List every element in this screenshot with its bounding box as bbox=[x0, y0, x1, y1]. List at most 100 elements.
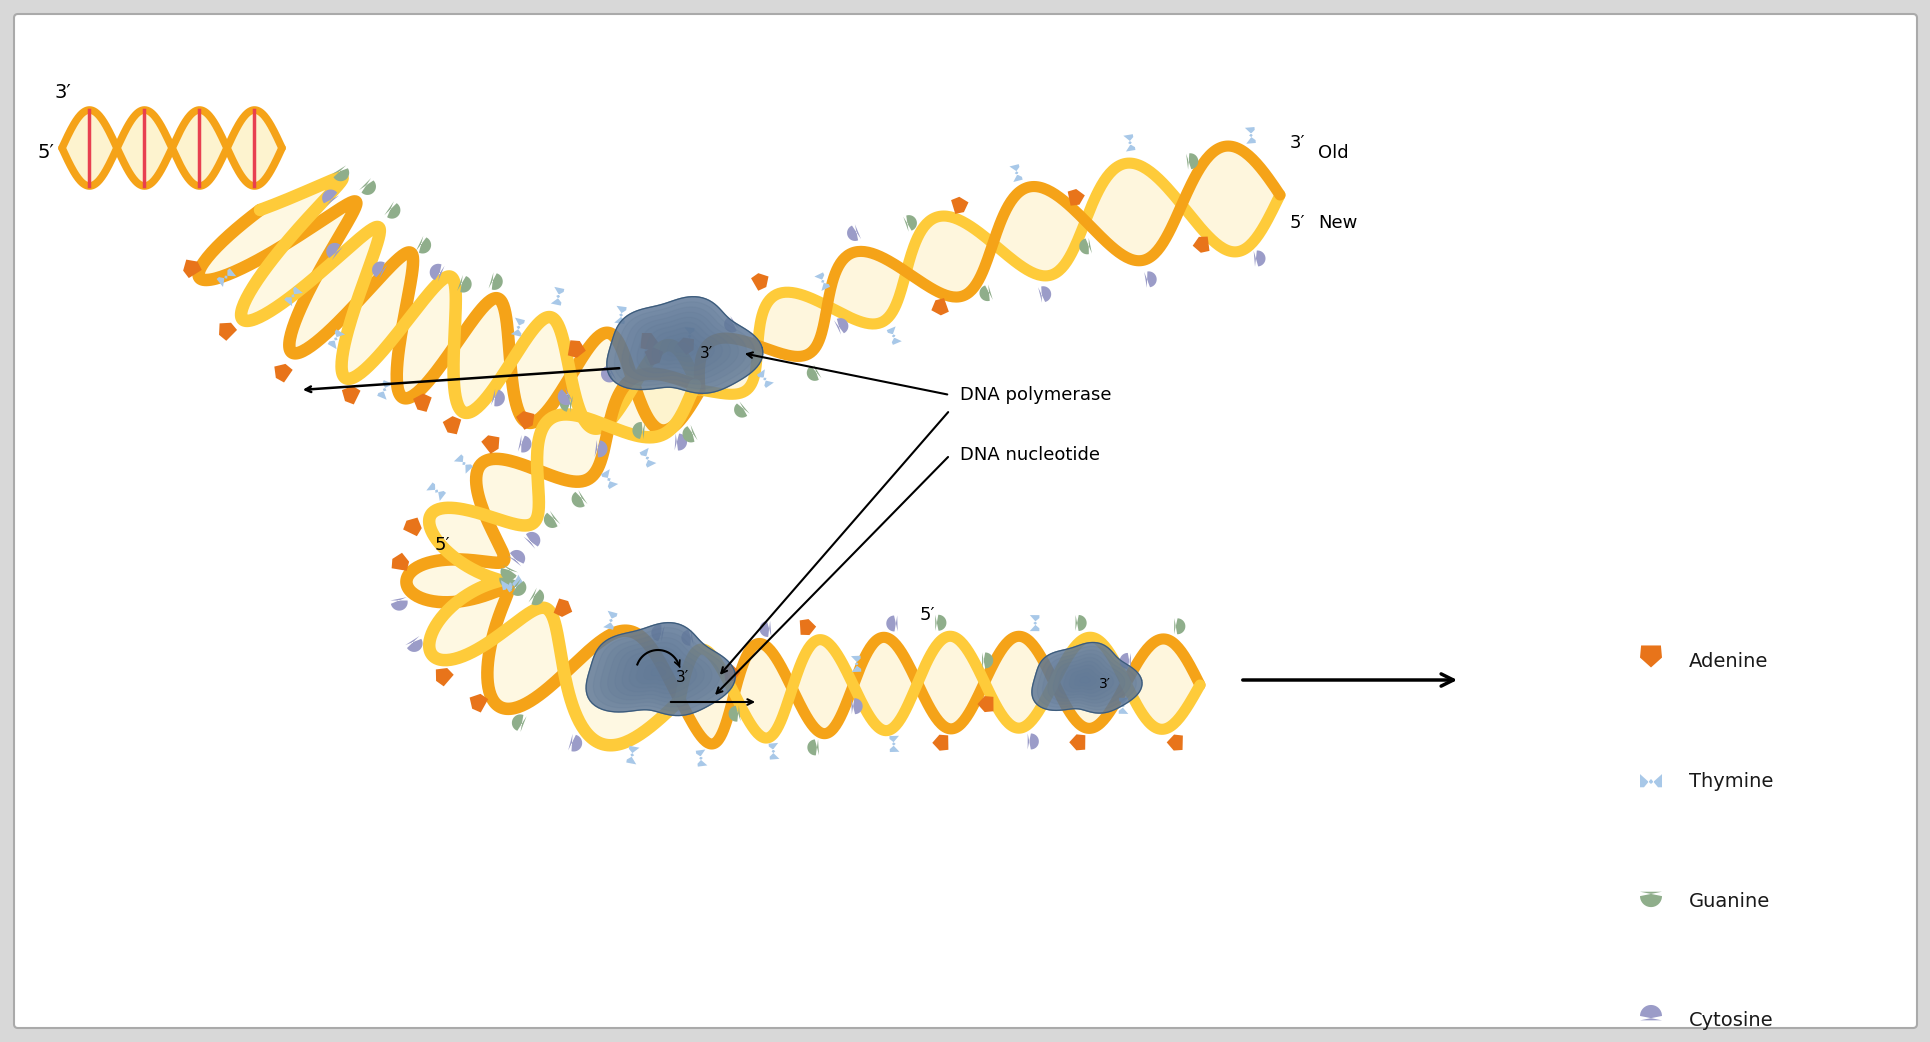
Polygon shape bbox=[376, 380, 394, 400]
Polygon shape bbox=[567, 341, 585, 357]
Polygon shape bbox=[724, 665, 739, 681]
Polygon shape bbox=[558, 388, 573, 405]
Polygon shape bbox=[469, 694, 488, 713]
Text: Cytosine: Cytosine bbox=[1689, 1012, 1774, 1031]
Polygon shape bbox=[951, 197, 969, 214]
Polygon shape bbox=[621, 647, 697, 694]
Polygon shape bbox=[390, 597, 407, 611]
Polygon shape bbox=[488, 272, 502, 290]
Polygon shape bbox=[1253, 250, 1264, 267]
Polygon shape bbox=[1193, 237, 1208, 253]
Polygon shape bbox=[284, 287, 303, 306]
Polygon shape bbox=[768, 743, 780, 760]
Polygon shape bbox=[751, 273, 768, 291]
Polygon shape bbox=[645, 322, 722, 371]
Polygon shape bbox=[930, 298, 948, 316]
Polygon shape bbox=[637, 658, 681, 685]
FancyBboxPatch shape bbox=[14, 14, 1916, 1028]
Polygon shape bbox=[666, 338, 699, 357]
Polygon shape bbox=[1119, 653, 1131, 669]
Polygon shape bbox=[982, 652, 992, 669]
Text: Adenine: Adenine bbox=[1689, 652, 1768, 671]
Text: DNA polymerase: DNA polymerase bbox=[959, 386, 1112, 404]
Polygon shape bbox=[886, 326, 901, 345]
Polygon shape bbox=[637, 317, 730, 375]
Polygon shape bbox=[677, 338, 693, 355]
Polygon shape bbox=[328, 329, 345, 349]
Polygon shape bbox=[359, 178, 376, 195]
Polygon shape bbox=[606, 297, 762, 393]
Text: 3′: 3′ bbox=[1098, 677, 1110, 691]
Polygon shape bbox=[481, 436, 500, 454]
Polygon shape bbox=[342, 386, 361, 404]
Text: New: New bbox=[1318, 214, 1357, 232]
Polygon shape bbox=[674, 433, 687, 450]
Polygon shape bbox=[1117, 698, 1127, 714]
Polygon shape bbox=[442, 416, 461, 435]
Polygon shape bbox=[567, 734, 581, 751]
Polygon shape bbox=[1173, 618, 1185, 635]
Polygon shape bbox=[1029, 615, 1038, 631]
Polygon shape bbox=[639, 448, 656, 468]
Polygon shape bbox=[523, 531, 540, 549]
Polygon shape bbox=[695, 749, 706, 767]
Text: 3′: 3′ bbox=[54, 83, 71, 102]
Polygon shape bbox=[1079, 676, 1090, 684]
Polygon shape bbox=[1031, 643, 1141, 713]
Polygon shape bbox=[724, 316, 739, 332]
Polygon shape bbox=[454, 454, 473, 474]
Text: Old: Old bbox=[1318, 144, 1347, 162]
Text: Thymine: Thymine bbox=[1689, 772, 1772, 791]
Polygon shape bbox=[679, 637, 1199, 744]
Polygon shape bbox=[457, 275, 471, 293]
Polygon shape bbox=[436, 668, 454, 687]
Polygon shape bbox=[1639, 645, 1662, 668]
Polygon shape bbox=[608, 638, 712, 702]
Polygon shape bbox=[847, 224, 861, 241]
Polygon shape bbox=[643, 662, 674, 680]
Polygon shape bbox=[658, 332, 706, 362]
Polygon shape bbox=[650, 624, 664, 642]
Polygon shape bbox=[614, 302, 755, 389]
Polygon shape bbox=[1144, 271, 1156, 288]
Polygon shape bbox=[1166, 735, 1183, 750]
Polygon shape bbox=[1038, 287, 1050, 303]
Polygon shape bbox=[977, 696, 992, 712]
Polygon shape bbox=[199, 177, 701, 430]
Polygon shape bbox=[629, 312, 737, 379]
Polygon shape bbox=[384, 201, 400, 219]
Text: 3′: 3′ bbox=[676, 670, 689, 685]
Polygon shape bbox=[1042, 650, 1131, 706]
Polygon shape bbox=[413, 394, 432, 412]
Polygon shape bbox=[332, 166, 349, 181]
Polygon shape bbox=[652, 327, 714, 366]
Polygon shape bbox=[1075, 615, 1087, 631]
Polygon shape bbox=[614, 643, 704, 698]
Polygon shape bbox=[699, 146, 1280, 394]
Polygon shape bbox=[529, 588, 544, 605]
Polygon shape bbox=[1079, 238, 1090, 254]
Polygon shape bbox=[415, 235, 430, 253]
Polygon shape bbox=[851, 698, 863, 715]
Polygon shape bbox=[681, 629, 693, 646]
Polygon shape bbox=[614, 305, 627, 324]
Polygon shape bbox=[979, 284, 992, 301]
Polygon shape bbox=[593, 627, 728, 712]
Polygon shape bbox=[733, 401, 749, 418]
Polygon shape bbox=[1073, 672, 1096, 687]
Polygon shape bbox=[1639, 892, 1662, 908]
Polygon shape bbox=[544, 511, 560, 528]
Polygon shape bbox=[427, 482, 446, 501]
Polygon shape bbox=[934, 615, 946, 630]
Polygon shape bbox=[851, 655, 861, 672]
Polygon shape bbox=[587, 623, 735, 716]
Polygon shape bbox=[392, 552, 409, 571]
Polygon shape bbox=[631, 422, 645, 440]
Polygon shape bbox=[728, 705, 739, 722]
Polygon shape bbox=[430, 264, 444, 281]
Polygon shape bbox=[372, 262, 388, 279]
Polygon shape bbox=[1069, 735, 1085, 750]
Text: DNA nucleotide: DNA nucleotide bbox=[959, 446, 1100, 464]
Polygon shape bbox=[490, 389, 504, 406]
Polygon shape bbox=[1058, 662, 1114, 696]
